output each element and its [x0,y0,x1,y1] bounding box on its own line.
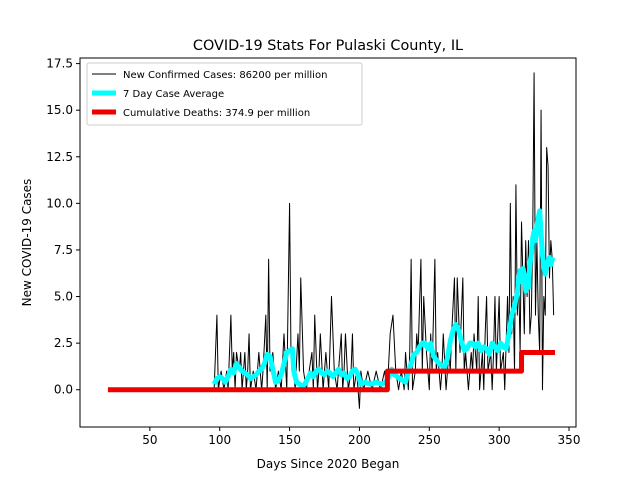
plot-frame [79,57,577,428]
x-tick-label: 300 [488,433,511,447]
x-tick-label: 200 [348,433,371,447]
y-axis-ticks: 0.0 2.5 5.0 7.5 10.0 12.5 15.0 17.5 [46,57,80,397]
y-tick-label: 5.0 [54,290,73,304]
x-tick-label: 350 [558,433,581,447]
series-line-7-day-average [211,208,556,389]
x-tick-label: 100 [208,433,231,447]
x-axis-ticks: 50 100 150 200 250 300 350 [142,427,580,447]
y-tick-label: 10.0 [46,196,73,210]
y-axis-label: New COVID-19 Cases [20,179,34,307]
x-axis-label: Days Since 2020 Began [257,457,400,471]
legend-label-7-day-average: 7 Day Case Average [123,89,224,100]
legend-box [86,62,363,126]
y-tick-label: 7.5 [54,243,73,257]
series-layer [107,72,556,409]
y-tick-label: 0.0 [54,383,73,397]
x-tick-label: 50 [142,433,157,447]
series-line-cumulative-deaths [107,349,556,393]
legend-label-cumulative-deaths: Cumulative Deaths: 374.9 per million [123,108,310,119]
y-tick-label: 2.5 [54,336,73,350]
y-tick-label: 12.5 [46,150,73,164]
chart-title: COVID-19 Stats For Pulaski County, IL [193,38,463,54]
x-tick-label: 150 [278,433,301,447]
y-tick-label: 15.0 [46,103,73,117]
legend: New Confirmed Cases: 86200 per million 7… [86,62,363,126]
y-tick-label: 17.5 [46,57,73,71]
x-tick-label: 250 [418,433,441,447]
legend-label-new-cases: New Confirmed Cases: 86200 per million [123,70,327,81]
